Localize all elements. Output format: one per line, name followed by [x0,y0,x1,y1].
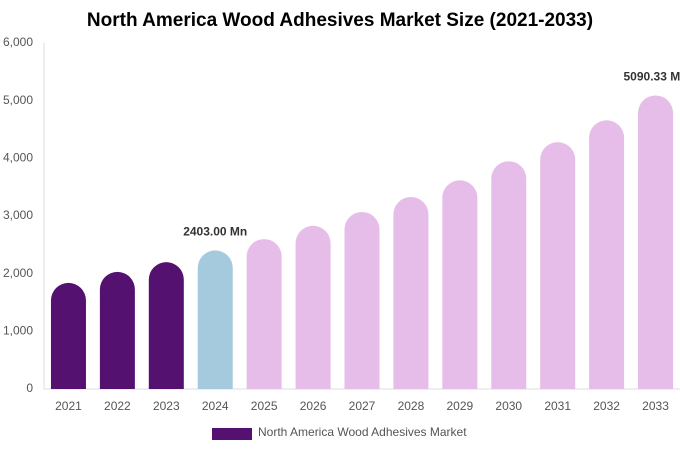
bar [295,225,331,389]
x-tick-label: 2026 [300,399,327,413]
bar [148,262,184,389]
bar [393,196,429,389]
data-label: 2403.00 Mn [183,225,247,239]
x-tick-label: 2029 [446,399,473,413]
bar [589,120,625,390]
y-tick-label: 3,000 [3,208,33,222]
x-tick-label: 2030 [495,399,522,413]
x-tick-label: 2024 [202,399,229,413]
bar [638,95,674,389]
y-tick-label: 4,000 [3,151,33,165]
legend-swatch [212,428,252,440]
y-tick-label: 2,000 [3,266,33,280]
x-tick-label: 2028 [398,399,425,413]
chart-title: North America Wood Adhesives Market Size… [87,10,593,31]
bar [50,282,86,389]
y-tick-label: 6,000 [3,35,33,49]
x-tick-label: 2023 [153,399,180,413]
bar [99,271,135,389]
x-tick-label: 2022 [104,399,131,413]
data-label: 5090.33 Mn [624,70,680,84]
x-tick-label: 2031 [544,399,571,413]
x-tick-label: 2032 [593,399,620,413]
y-tick-label: 1,000 [3,324,33,338]
bar [344,211,380,389]
x-tick-label: 2033 [642,399,669,413]
bar [197,250,233,389]
y-tick-label: 0 [26,381,33,395]
y-tick-label: 5,000 [3,93,33,107]
bar [540,142,576,389]
legend-label: North America Wood Adhesives Market [258,425,467,439]
x-tick-label: 2021 [55,399,82,413]
bar [442,180,478,389]
bar [491,161,527,389]
x-tick-label: 2025 [251,399,278,413]
bar [246,239,282,389]
x-tick-label: 2027 [349,399,376,413]
